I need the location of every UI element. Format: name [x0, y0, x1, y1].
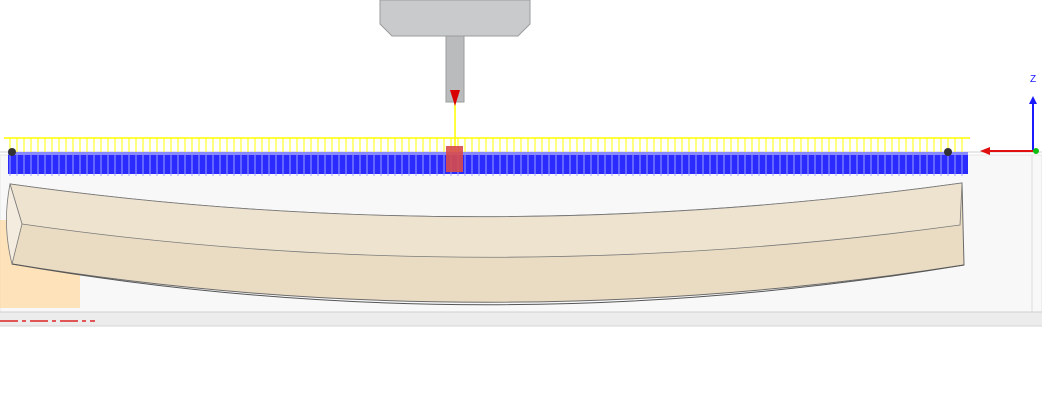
tool-position-marker: [446, 146, 463, 172]
ground-plane: [0, 312, 1042, 326]
toolpath-end-marker: [944, 148, 952, 156]
z-axis-arrow-icon: [1029, 96, 1037, 104]
z-axis-label: Z: [1030, 74, 1036, 85]
plank-bottom-edge: [11, 263, 965, 306]
plank-top-face: [9, 182, 963, 258]
toolpath-cut-band-top: [8, 152, 968, 155]
x-axis-arrow-icon: [980, 147, 990, 155]
tool-holder: [379, 0, 531, 37]
tool-tip-arrow-icon: [450, 90, 460, 106]
toolpath-start-marker: [8, 148, 16, 156]
plank-end-cap: [6, 183, 23, 265]
wood-plank[interactable]: [6, 182, 965, 306]
toolpath-cut-band: [8, 154, 968, 174]
y-axis-dot: [1033, 148, 1039, 154]
axis-triad[interactable]: Z: [980, 74, 1039, 155]
milling-tool[interactable]: [379, 0, 531, 172]
toolpath[interactable]: [4, 137, 970, 176]
toolpath-plunge-ticks: [9, 138, 966, 176]
